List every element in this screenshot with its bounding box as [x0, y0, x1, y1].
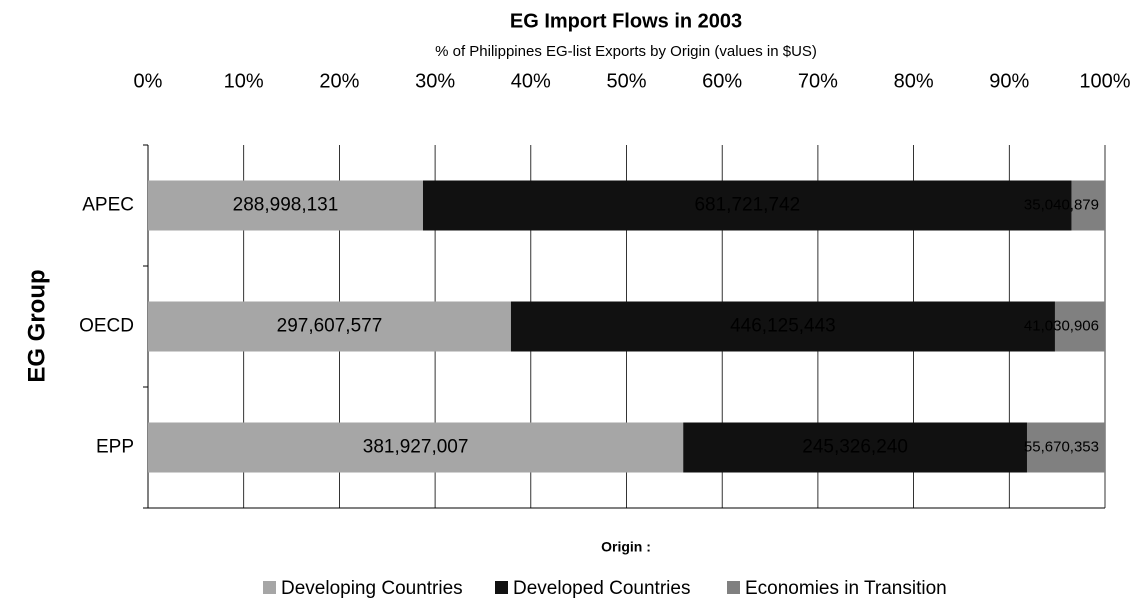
data-label: 41,030,906	[1024, 317, 1099, 334]
x-tick-label: 30%	[415, 70, 455, 92]
bar-segment	[148, 422, 684, 473]
x-tick-label: 20%	[319, 70, 359, 92]
x-tick-label: 70%	[798, 70, 838, 92]
legend-label: Economies in Transition	[745, 578, 947, 599]
bar-segment	[1026, 422, 1105, 473]
bar-segment	[148, 180, 423, 231]
x-tick-label: 50%	[606, 70, 646, 92]
legend-label: Developed Countries	[513, 578, 690, 599]
data-label: 446,125,443	[730, 316, 836, 337]
y-tick-label: APEC	[82, 195, 134, 216]
x-tick-label: 0%	[134, 70, 163, 92]
x-tick-label: 60%	[702, 70, 742, 92]
y-tick-label: OECD	[79, 316, 134, 337]
data-label: 681,721,742	[694, 195, 800, 216]
x-tick-label: 100%	[1079, 70, 1130, 92]
y-axis-label: EG Group	[23, 269, 50, 382]
bar-segment	[683, 422, 1027, 473]
bar-segment	[422, 180, 1072, 231]
data-label: 35,040,879	[1024, 196, 1099, 213]
chart-subtitle: % of Philippines EG-list Exports by Orig…	[435, 43, 817, 60]
legend-swatch	[495, 581, 508, 594]
data-label: 297,607,577	[277, 316, 383, 337]
data-label: 288,998,131	[233, 195, 339, 216]
x-tick-label: 90%	[989, 70, 1029, 92]
bar-segment	[1054, 301, 1105, 352]
x-tick-label: 40%	[511, 70, 551, 92]
legend-label: Developing Countries	[281, 578, 463, 599]
data-label: 55,670,353	[1024, 438, 1099, 455]
legend-swatch	[727, 581, 740, 594]
bar-segment	[510, 301, 1055, 352]
data-label: 381,927,007	[363, 437, 469, 458]
x-tick-label: 10%	[224, 70, 264, 92]
legend-title: Origin :	[601, 539, 651, 555]
bar-segment	[1071, 180, 1105, 231]
data-label: 245,326,240	[802, 437, 908, 458]
legend-swatch	[263, 581, 276, 594]
bar-segment	[148, 301, 511, 352]
chart-title: EG Import Flows in 2003	[510, 10, 742, 32]
x-tick-label: 80%	[894, 70, 934, 92]
y-tick-label: EPP	[96, 437, 134, 458]
